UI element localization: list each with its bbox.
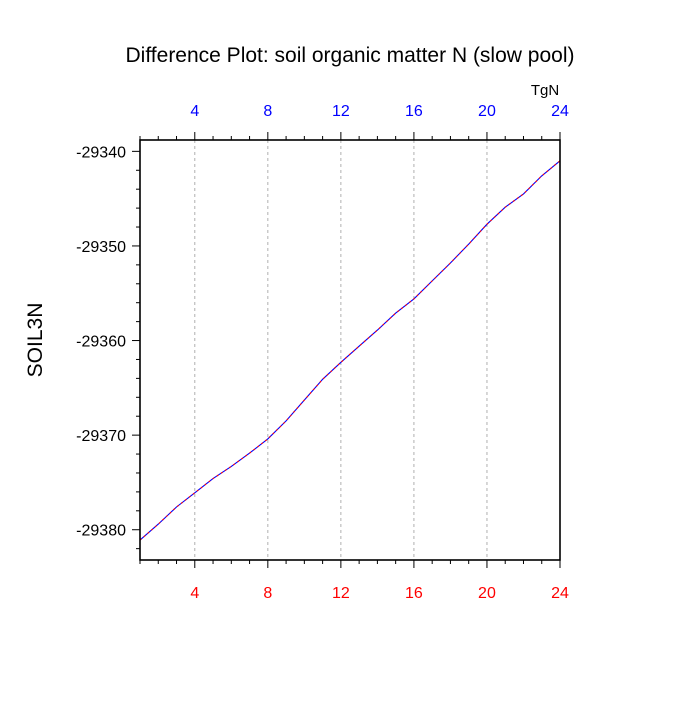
series-line-overlay (139, 160, 561, 541)
y-tick-label: -29380 (76, 523, 126, 540)
series-line (139, 160, 561, 541)
x-tick-label-bottom: 16 (405, 585, 423, 602)
y-tick-label: -29370 (76, 428, 126, 445)
y-axis-title: SOIL3N (24, 303, 47, 378)
chart-title: Difference Plot: soil organic matter N (… (126, 44, 575, 67)
x-tick-label-top: 8 (263, 103, 272, 120)
x-tick-label-bottom: 20 (478, 585, 496, 602)
x-tick-label-bottom: 12 (332, 585, 350, 602)
grid-lines (194, 140, 488, 560)
tick-marks (132, 132, 561, 568)
y-tick-label: -29360 (76, 334, 126, 351)
tick-labels: 4 4 8 8 12 12 16 16 20 20 24 24 -29340 -29350 -29360 -2… (76, 103, 569, 602)
x-tick-label-top: 12 (332, 103, 350, 120)
x-tick-label-bottom: 4 (190, 585, 199, 602)
series-layer (139, 160, 561, 541)
y-tick-label: -29340 (76, 144, 126, 161)
units-label: TgN (531, 82, 559, 99)
x-tick-label-bottom: 24 (551, 585, 569, 602)
x-tick-label-top: 20 (478, 103, 496, 120)
plot-frame (139, 139, 561, 561)
x-tick-label-bottom: 8 (263, 585, 272, 602)
y-tick-label: -29350 (76, 239, 126, 256)
x-tick-label-top: 16 (405, 103, 423, 120)
x-tick-label-top: 24 (551, 103, 569, 120)
x-tick-label-top: 4 (190, 103, 199, 120)
